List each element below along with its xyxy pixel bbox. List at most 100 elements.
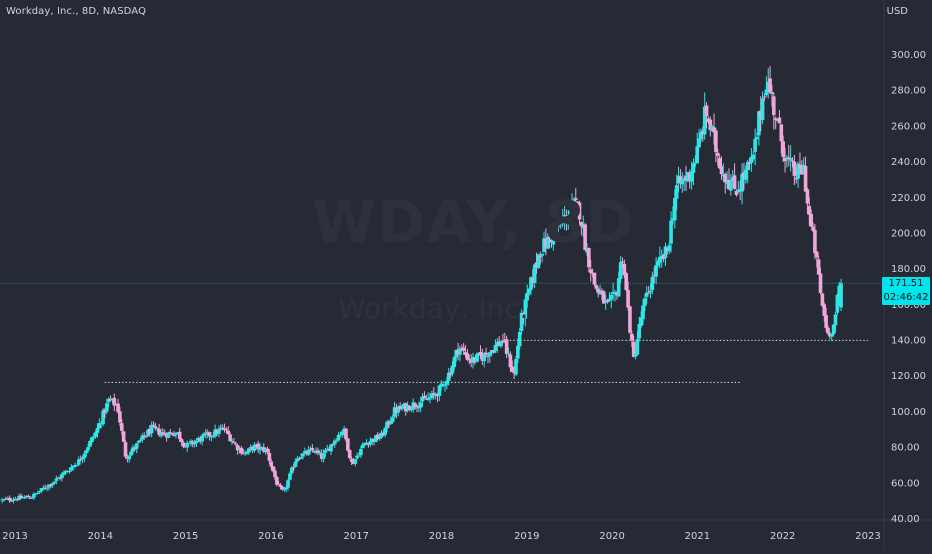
candle-body: [508, 354, 513, 368]
candle-body: [45, 487, 49, 489]
candle-body: [714, 130, 718, 153]
candle-body: [295, 458, 300, 462]
candle-body: [84, 450, 89, 454]
candle-body: [588, 269, 593, 273]
candle-body: [635, 339, 640, 355]
watermark-name: Workday, Inc.: [338, 292, 529, 325]
candle-body: [282, 489, 287, 491]
candle-body: [344, 428, 348, 440]
candle-body: [672, 197, 677, 221]
candle-body: [658, 256, 662, 263]
candle-body: [441, 383, 445, 385]
candle-body: [581, 225, 586, 229]
candle-body: [824, 314, 828, 328]
candle-body: [204, 433, 208, 435]
candle-body: [80, 457, 85, 460]
candle-body: [82, 453, 87, 459]
x-tick-label: 2016: [258, 531, 283, 542]
candle-body: [680, 179, 685, 185]
candle-body: [501, 341, 505, 343]
candle-body: [136, 441, 141, 443]
candle-body: [622, 263, 627, 276]
candle-body: [116, 403, 120, 413]
candle-body: [166, 432, 171, 438]
candle-body: [753, 138, 757, 152]
candle-body: [241, 452, 246, 454]
candle-body: [125, 457, 130, 459]
candle-body: [185, 442, 189, 448]
y-tick-label: 240.00: [891, 157, 926, 168]
candle-body: [564, 215, 569, 223]
candle-body: [529, 277, 533, 291]
candle-body: [755, 137, 759, 140]
candle-body: [813, 229, 817, 254]
candle-body: [291, 467, 296, 469]
candle-body: [602, 291, 606, 304]
candle-body: [149, 425, 154, 434]
candle-body: [56, 477, 61, 479]
candle-body: [499, 341, 503, 347]
candle-body: [151, 424, 156, 426]
candle-body: [392, 407, 397, 417]
candle-body: [809, 213, 813, 227]
candle-body: [801, 164, 806, 173]
x-tick-label: 2019: [514, 531, 539, 542]
bar-countdown: 02:46:42: [883, 292, 929, 303]
candle-body: [783, 157, 787, 162]
candle-body: [261, 447, 266, 452]
candle-body: [332, 440, 337, 445]
candle-body: [534, 262, 539, 267]
candle-body: [252, 444, 257, 451]
candle-body: [540, 253, 544, 256]
last-price-value: 171.51: [888, 278, 924, 289]
candle-body: [43, 487, 47, 489]
candle-body: [105, 403, 109, 412]
candle-body: [370, 438, 374, 442]
candle-body: [476, 353, 481, 355]
candle-body: [521, 313, 526, 317]
y-tick-label: 300.00: [891, 50, 926, 61]
candle-body: [654, 265, 658, 277]
candle-body: [394, 408, 399, 413]
candle-body: [697, 138, 701, 148]
candle-body: [695, 146, 700, 164]
candle-body: [566, 217, 571, 221]
candle-body: [413, 403, 417, 407]
candle-body: [349, 458, 354, 462]
candle-body: [650, 276, 655, 291]
candle-body: [467, 358, 472, 361]
candle-body: [532, 264, 537, 283]
candle-body: [671, 218, 675, 221]
candle-body: [177, 431, 182, 439]
candle-body: [781, 141, 785, 157]
candle-body: [207, 432, 212, 437]
candle-body: [19, 495, 23, 499]
x-tick-label: 2020: [599, 531, 624, 542]
candle-body: [760, 98, 765, 120]
candle-body: [232, 441, 236, 443]
candle-body: [460, 348, 464, 350]
candle-body: [594, 285, 599, 289]
candle-body: [835, 295, 840, 313]
candle-body: [742, 172, 746, 178]
x-tick-label: 2015: [173, 531, 198, 542]
candle-body: [319, 453, 324, 459]
candle-body: [13, 498, 18, 500]
candle-body: [271, 466, 275, 472]
candle-body: [148, 428, 152, 434]
candle-body: [411, 402, 416, 410]
candle-body: [762, 96, 767, 98]
candle-body: [598, 292, 602, 295]
candle-body: [176, 432, 180, 434]
candle-body: [385, 421, 389, 429]
candle-body: [239, 447, 244, 454]
candle-body: [644, 292, 649, 297]
candle-body: [258, 446, 262, 451]
candle-body: [699, 132, 703, 140]
candle-body: [247, 448, 251, 453]
candle-body: [119, 423, 124, 431]
candle-body: [312, 451, 317, 453]
